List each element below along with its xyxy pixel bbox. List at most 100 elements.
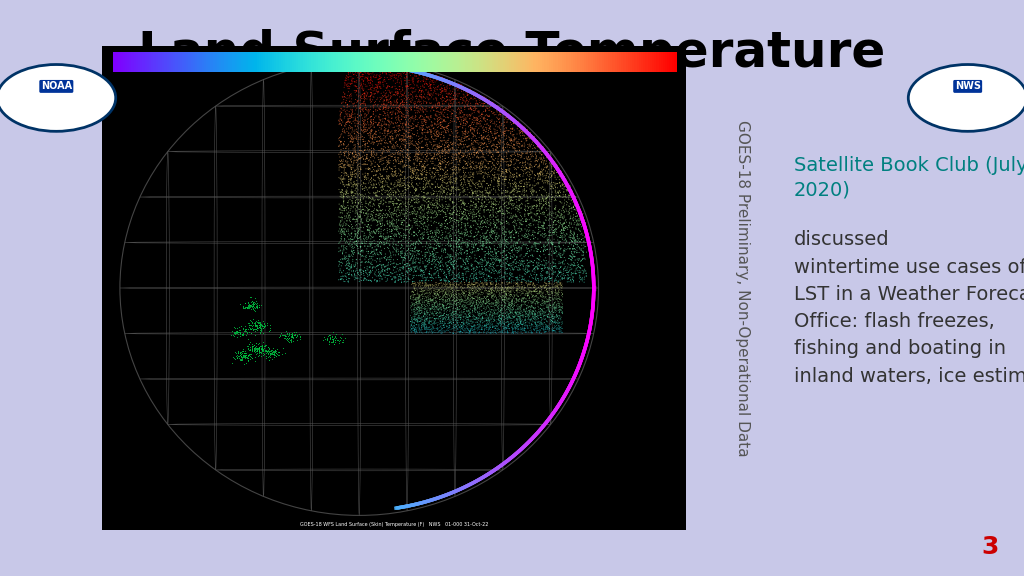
- Point: [567, 196, 584, 206]
- Point: [482, 285, 499, 294]
- Point: [384, 215, 400, 225]
- Point: [425, 229, 441, 238]
- Point: [476, 276, 493, 285]
- Point: [337, 128, 353, 138]
- Point: [397, 152, 414, 161]
- Point: [346, 81, 362, 90]
- Point: [536, 281, 552, 290]
- Point: [472, 187, 488, 196]
- Point: [524, 287, 541, 296]
- Point: [352, 181, 369, 191]
- Point: [507, 316, 523, 325]
- Point: [465, 159, 481, 168]
- Point: [555, 203, 571, 212]
- Point: [534, 329, 550, 338]
- Point: [422, 82, 438, 91]
- Point: [471, 319, 487, 328]
- Point: [549, 168, 565, 177]
- Point: [497, 327, 513, 336]
- Point: [445, 287, 462, 296]
- Point: [423, 264, 439, 274]
- Point: [552, 178, 568, 187]
- Point: [385, 76, 401, 85]
- Point: [442, 232, 459, 241]
- Point: [518, 309, 535, 319]
- Point: [396, 276, 413, 286]
- Point: [475, 327, 492, 336]
- Point: [430, 113, 446, 122]
- Point: [499, 134, 515, 143]
- Point: [357, 179, 374, 188]
- Point: [479, 119, 496, 128]
- Point: [470, 303, 486, 312]
- Point: [474, 241, 490, 250]
- Point: [237, 348, 253, 357]
- Point: [459, 215, 475, 225]
- Point: [547, 195, 563, 204]
- Point: [413, 202, 429, 211]
- Point: [547, 288, 563, 297]
- Point: [521, 160, 538, 169]
- Point: [539, 274, 555, 283]
- Point: [403, 75, 420, 85]
- Point: [438, 310, 455, 319]
- Point: [509, 316, 525, 325]
- Point: [449, 155, 465, 164]
- Point: [446, 228, 463, 237]
- Point: [471, 94, 487, 104]
- Point: [418, 118, 434, 127]
- Point: [434, 87, 451, 96]
- Point: [402, 198, 419, 207]
- Point: [498, 228, 514, 237]
- Point: [336, 172, 352, 181]
- Point: [392, 126, 409, 135]
- Point: [478, 222, 495, 232]
- Point: [535, 146, 551, 156]
- Point: [387, 268, 403, 277]
- Point: [434, 177, 451, 187]
- Point: [449, 257, 465, 266]
- Point: [463, 291, 479, 301]
- Point: [416, 161, 432, 170]
- Point: [324, 335, 340, 344]
- Point: [548, 164, 564, 173]
- Point: [361, 237, 378, 247]
- Point: [403, 265, 420, 274]
- Point: [456, 116, 472, 125]
- Point: [443, 254, 460, 263]
- Point: [373, 78, 389, 87]
- Point: [517, 290, 534, 300]
- Point: [435, 321, 452, 330]
- Point: [244, 340, 260, 349]
- Point: [510, 266, 526, 275]
- Point: [475, 205, 492, 214]
- Point: [332, 111, 348, 120]
- Point: [469, 153, 485, 162]
- Point: [462, 311, 478, 320]
- Point: [437, 128, 454, 137]
- Point: [479, 301, 496, 310]
- Point: [552, 237, 568, 246]
- Point: [406, 321, 422, 330]
- Point: [486, 293, 503, 302]
- Point: [347, 126, 364, 135]
- Point: [450, 183, 466, 192]
- Point: [459, 215, 475, 224]
- Point: [409, 310, 425, 319]
- Point: [451, 148, 467, 157]
- Point: [400, 150, 417, 160]
- Point: [478, 169, 495, 178]
- Point: [375, 165, 391, 175]
- Point: [509, 318, 525, 327]
- Point: [251, 344, 267, 354]
- Point: [565, 215, 582, 225]
- Point: [473, 328, 489, 337]
- Point: [436, 123, 453, 132]
- Point: [542, 214, 558, 223]
- Point: [384, 165, 400, 174]
- Point: [347, 267, 364, 276]
- Point: [360, 220, 377, 229]
- Point: [508, 211, 524, 221]
- Point: [333, 275, 349, 284]
- Point: [339, 170, 355, 180]
